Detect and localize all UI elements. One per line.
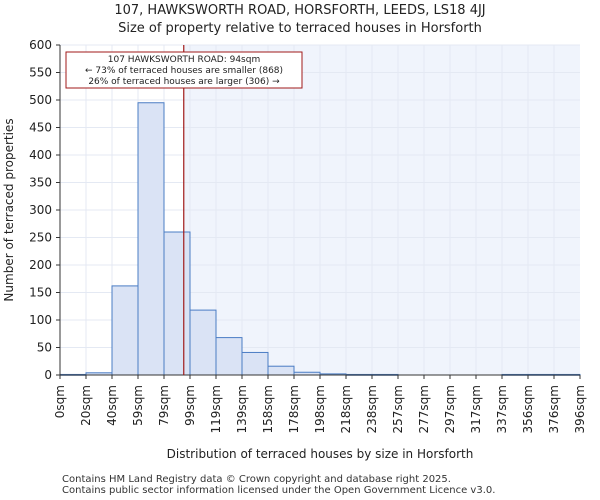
y-tick-label: 150 [29,286,52,300]
histogram-bar [137,102,165,376]
x-tick-label: 99sqm [183,385,197,426]
x-axis-label: Distribution of terraced houses by size … [167,447,474,461]
y-tick-label: 500 [29,93,52,107]
y-tick-label: 600 [29,38,52,52]
y-tick-label: 550 [29,66,52,80]
annotation-line1: 107 HAWKSWORTH ROAD: 94sqm [108,55,260,65]
footer-line2: Contains public sector information licen… [62,485,496,496]
histogram-bar [189,309,217,376]
x-tick-label: 40sqm [105,385,119,426]
y-tick-label: 200 [29,258,52,272]
histogram-bar [241,351,269,376]
annotation-border [65,51,303,89]
annotation-line3: 26% of terraced houses are larger (306) … [88,77,280,87]
y-tick-label: 250 [29,231,52,245]
x-tick-label: 297sqm [443,385,457,433]
x-tick-label: 0sqm [53,385,67,418]
y-tick-label: 100 [29,313,52,327]
annotation-box: 107 HAWKSWORTH ROAD: 94sqm ← 73% of terr… [65,51,303,89]
chart-title-line2: Size of property relative to terraced ho… [118,21,482,36]
y-tick-label: 0 [44,368,52,382]
x-tick-label: 376sqm [547,385,561,433]
histogram-bar [215,337,243,376]
x-tick-label: 139sqm [235,385,249,433]
x-tick-label: 158sqm [261,385,275,433]
annotation-line2: ← 73% of terraced houses are smaller (86… [85,66,283,76]
x-tick-label: 119sqm [209,385,223,433]
footer-line1: Contains HM Land Registry data © Crown c… [62,474,451,485]
y-tick-label: 50 [37,341,52,355]
x-tick-label: 59sqm [131,385,145,426]
histogram-bar [267,365,295,376]
x-tick-label: 317sqm [469,385,483,433]
x-tick-label: 178sqm [287,385,301,433]
x-tick-label: 79sqm [157,385,171,426]
x-tick-label: 356sqm [521,385,535,433]
y-tick-label: 400 [29,148,52,162]
chart-title-line1: 107, HAWKSWORTH ROAD, HORSFORTH, LEEDS, … [114,3,486,18]
x-tick-label: 218sqm [339,385,353,433]
histogram-bar [163,231,191,376]
y-tick-label: 450 [29,121,52,135]
x-tick-label: 277sqm [417,385,431,433]
x-tick-label: 238sqm [365,385,379,433]
y-axis-label: Number of terraced properties [2,118,16,301]
x-tick-label: 396sqm [573,385,587,433]
y-tick-label: 350 [29,176,52,190]
histogram-chart: 0 50 100 150 200 250 300 350 400 450 500 550 600 0sq… [2,38,587,461]
x-tick-label: 20sqm [79,385,93,426]
x-tick-label: 257sqm [391,385,405,433]
x-tick-label: 337sqm [495,385,509,433]
y-tick-label: 300 [29,203,52,217]
x-tick-label: 198sqm [313,385,327,433]
histogram-bar [111,285,139,376]
